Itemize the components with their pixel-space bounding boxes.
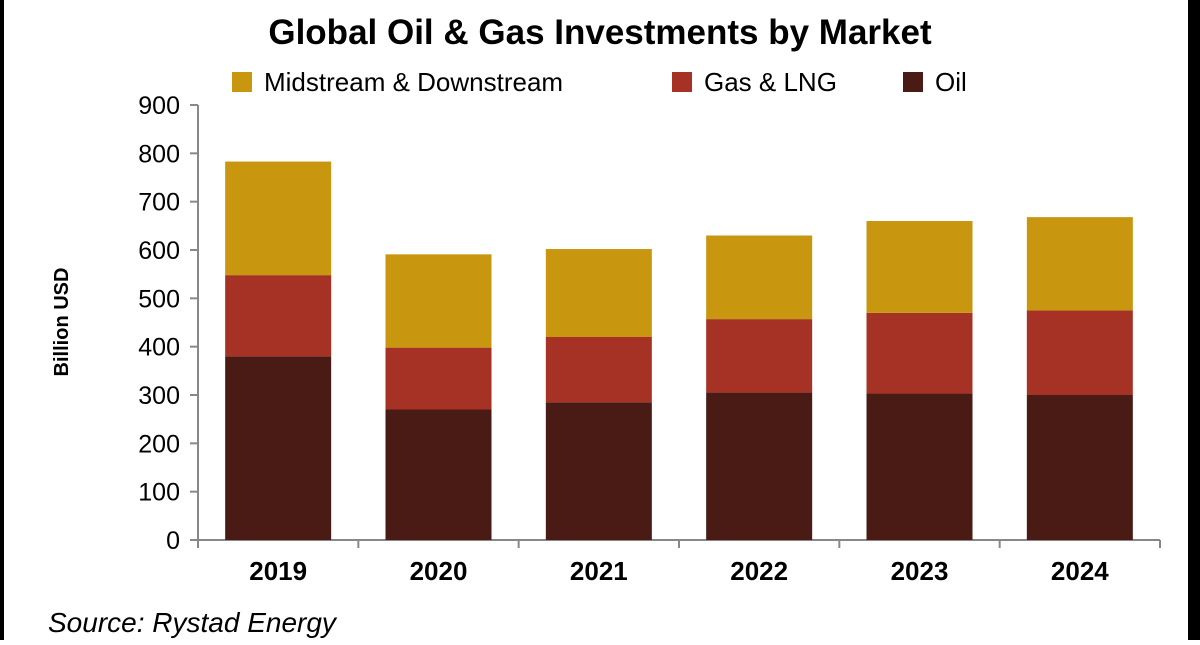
- legend-label: Gas & LNG: [704, 67, 837, 97]
- bar-gas-lng-2024: [1026, 310, 1133, 395]
- bar-midstream-downstream-2019: [225, 161, 332, 276]
- y-tick-label: 400: [138, 334, 180, 362]
- bar-gas-lng-2022: [706, 319, 813, 393]
- y-axis-label: Billion USD: [51, 268, 73, 377]
- y-tick-label: 200: [138, 430, 180, 458]
- source-note: Source: Rystad Energy: [48, 607, 338, 638]
- bar-oil-2024: [1026, 395, 1133, 540]
- bar-oil-2020: [385, 409, 492, 540]
- right-border: [1188, 0, 1200, 640]
- legend-label: Oil: [935, 67, 967, 97]
- y-tick-label: 600: [138, 237, 180, 265]
- y-tick-label: 500: [138, 285, 180, 313]
- bar-midstream-downstream-2020: [385, 254, 492, 348]
- y-tick-label: 100: [138, 479, 180, 507]
- bar-gas-lng-2020: [385, 347, 492, 410]
- x-category-label: 2020: [410, 556, 468, 586]
- bar-oil-2022: [706, 392, 813, 540]
- bar-gas-lng-2021: [545, 337, 652, 403]
- bar-midstream-downstream-2022: [706, 235, 813, 320]
- x-category-label: 2023: [891, 556, 949, 586]
- legend-swatch-midstream-downstream: [232, 72, 252, 92]
- y-tick-label: 700: [138, 189, 180, 217]
- y-tick-label: 800: [138, 140, 180, 168]
- bar-midstream-downstream-2021: [545, 249, 652, 337]
- bar-oil-2019: [225, 356, 332, 540]
- bar-midstream-downstream-2024: [1026, 217, 1133, 311]
- legend-swatch-oil: [903, 72, 923, 92]
- plot-area: 0 100 200 300 400 500 600 700 800 900 2019 2020 2021…: [138, 92, 1161, 586]
- x-category-label: 2024: [1051, 556, 1109, 586]
- y-tick-label: 900: [138, 92, 180, 120]
- bar-oil-2023: [866, 393, 973, 540]
- x-category-label: 2019: [249, 556, 307, 586]
- x-category-label: 2022: [730, 556, 788, 586]
- bar-gas-lng-2019: [225, 275, 332, 357]
- legend-swatch-gas-lng: [672, 72, 692, 92]
- left-border: [0, 0, 4, 640]
- bar-gas-lng-2023: [866, 312, 973, 394]
- legend-label: Midstream & Downstream: [264, 67, 563, 97]
- legend: Midstream & Downstream Gas & LNG Oil: [232, 67, 967, 97]
- y-tick-label: 300: [138, 382, 180, 410]
- bar-oil-2021: [545, 402, 652, 540]
- y-tick-label: 0: [166, 527, 180, 555]
- bar-midstream-downstream-2023: [866, 221, 973, 313]
- chart-title: Global Oil & Gas Investments by Market: [268, 13, 932, 52]
- x-category-label: 2021: [570, 556, 628, 586]
